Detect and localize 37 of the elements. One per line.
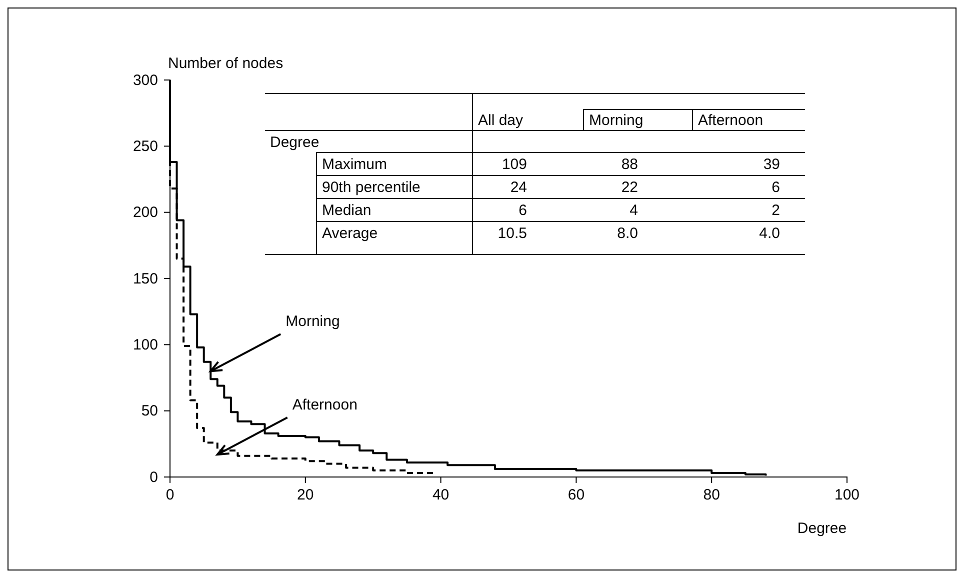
x-tick-label: 80 [703,486,720,504]
annotation: All day [478,112,524,129]
x-tick-label: 20 [297,486,314,504]
annotation: 88 [621,156,638,173]
annotation: Morning [286,313,340,330]
annotation: 22 [621,179,638,196]
y-tick-label: 200 [132,204,158,222]
annotation: 4.0 [759,225,780,242]
x-tick-label: 60 [568,486,585,504]
annotation: Afternoon [698,112,764,129]
annotation: Maximum [322,156,388,173]
annotation: 8.0 [617,225,638,242]
annotation: 39 [763,156,780,173]
annotation: Afternoon [292,396,358,414]
y-tick-label: 50 [141,402,158,420]
annotation: 6 [518,202,527,219]
annotation: 90th percentile [322,179,420,196]
y-tick-label: 100 [132,336,158,354]
y-tick-label: 0 [150,468,158,486]
y-tick-label: 150 [132,270,158,288]
x-axis-title: Degree [797,520,847,537]
y-axis-title: Number of nodes [168,55,284,72]
annotation: 4 [630,202,638,219]
x-tick-label: 40 [432,486,450,504]
annotation: 6 [772,179,780,196]
y-tick-label: 250 [132,138,158,155]
annotation: Morning [589,112,644,129]
annotation: 24 [510,179,527,196]
annotation: 109 [502,156,527,173]
x-tick-label: 0 [166,486,174,504]
annotation: Average [322,225,378,242]
x-tick-label: 100 [834,486,860,504]
annotation: 2 [772,202,780,219]
annotation: 10.5 [498,225,527,242]
y-tick-label: 300 [132,72,158,89]
annotation: Degree [270,134,320,151]
annotation: Median [322,202,372,219]
